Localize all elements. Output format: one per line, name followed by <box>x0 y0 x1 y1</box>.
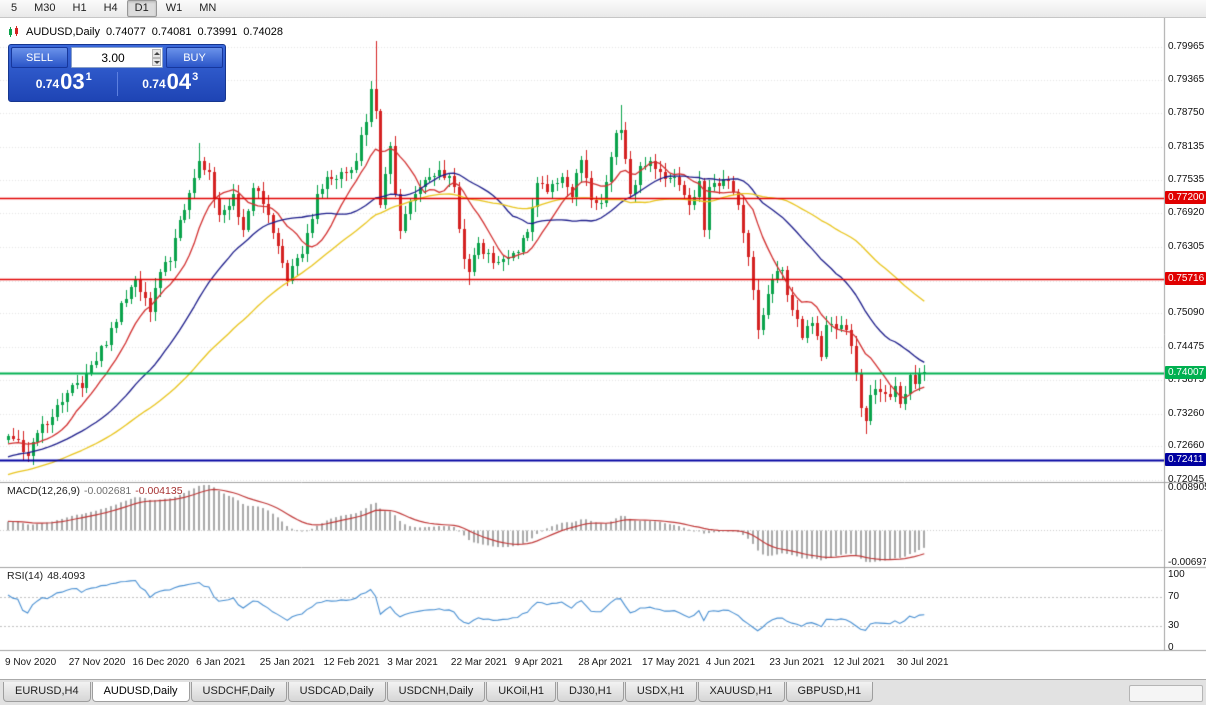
timeframe-button-5[interactable]: 5 <box>11 2 18 14</box>
price-axis-tick: 0.79965 <box>1168 40 1205 52</box>
rsi-indicator-label: RSI(14) 48.4093 <box>7 570 89 582</box>
price-axis-tick: 0.73260 <box>1168 407 1205 419</box>
ohlc-open: 0.74077 <box>105 26 146 38</box>
date-axis-label: 22 Mar 2021 <box>450 657 508 668</box>
chart-tab-dj30[interactable]: DJ30,H1 <box>557 682 624 702</box>
chart-icon <box>8 26 20 38</box>
price-axis-tick: 0.79365 <box>1168 73 1205 85</box>
price-axis-tick: 0.77535 <box>1168 173 1205 185</box>
rsi-name: RSI(14) <box>7 570 44 582</box>
chart-tab-xauusd[interactable]: XAUUSD,H1 <box>697 682 785 702</box>
chart-tab-usdcad[interactable]: USDCAD,Daily <box>287 682 386 702</box>
lot-decrease-button[interactable] <box>152 57 161 66</box>
timeframe-button-h1[interactable]: H1 <box>72 2 87 14</box>
macd-axis-max: 0.008905 <box>1168 482 1206 493</box>
chart-tab-bar: EURUSD,H4 AUDUSD,Daily USDCHF,Daily USDCAD,… <box>0 679 1206 705</box>
chart-symbol-period: AUDUSD,Daily <box>26 26 100 38</box>
price-line-badge: 0.77200 <box>1165 191 1206 205</box>
lot-size-box <box>71 47 163 68</box>
price-axis-tick: 0.76305 <box>1168 241 1205 253</box>
rsi-axis-level: 100 <box>1168 569 1185 580</box>
date-axis-label: 12 Jul 2021 <box>833 657 885 668</box>
date-axis-label: 25 Jan 2021 <box>259 657 315 668</box>
sell-price[interactable]: 0.74 03 1 <box>11 69 117 95</box>
chart-tab-usdx[interactable]: USDX,H1 <box>624 682 697 702</box>
date-axis-label: 12 Feb 2021 <box>323 657 380 668</box>
tab-scrollbar[interactable] <box>1129 685 1203 702</box>
timeframe-button-m30[interactable]: M30 <box>34 2 56 14</box>
timeframe-button-h4[interactable]: H4 <box>103 2 118 14</box>
ohlc-close: 0.74028 <box>243 26 284 38</box>
chart-tab-gbpusd[interactable]: GBPUSD,H1 <box>785 682 874 702</box>
buy-button[interactable]: BUY <box>166 47 223 68</box>
rsi-axis-level: 70 <box>1168 590 1180 602</box>
date-axis-label: 28 Apr 2021 <box>578 657 633 668</box>
chart-tab-ukoil[interactable]: UKOil,H1 <box>486 682 557 702</box>
rsi-value: 48.4093 <box>47 570 86 582</box>
lot-increase-button[interactable] <box>152 49 161 58</box>
sell-price-pips: 03 <box>60 69 85 94</box>
chart-tab-usdcnh[interactable]: USDCNH,Daily <box>386 682 486 702</box>
date-axis-label: 23 Jun 2021 <box>769 657 825 668</box>
date-axis-label: 9 Apr 2021 <box>514 657 563 668</box>
macd-axis-min: -0.006975 <box>1168 557 1206 568</box>
sell-price-head: 0.74 <box>35 77 60 91</box>
price-divider <box>116 71 118 96</box>
price-axis-tick: 0.72045 <box>1168 473 1205 485</box>
lot-size-input[interactable] <box>72 48 162 67</box>
date-axis-label: 30 Jul 2021 <box>896 657 949 668</box>
macd-name: MACD(12,26,9) <box>7 485 80 497</box>
price-axis-tick: 0.78750 <box>1168 107 1205 119</box>
price-axis-tick: 0.73875 <box>1168 373 1205 385</box>
buy-price-fraction: 3 <box>192 71 199 83</box>
macd-value: -0.002681 <box>83 485 132 497</box>
price-axis-tick: 0.74475 <box>1168 341 1205 353</box>
price-axis: 0.79965 0.79365 0.78750 0.78135 0.77535 0.769… <box>1164 18 1206 653</box>
date-axis-label: 4 Jun 2021 <box>705 657 756 668</box>
price-line-badge: 0.75716 <box>1165 272 1206 286</box>
date-axis-label: 17 May 2021 <box>642 657 700 668</box>
timeframe-button-d1[interactable]: D1 <box>126 0 157 17</box>
price-axis-tick: 0.78135 <box>1168 141 1205 153</box>
timeframe-button-w1[interactable]: W1 <box>165 2 183 14</box>
buy-price-head: 0.74 <box>142 77 166 91</box>
sell-price-fraction: 1 <box>85 71 92 83</box>
chart-tab-audusd[interactable]: AUDUSD,Daily <box>91 682 190 702</box>
date-axis-label: 16 Dec 2020 <box>132 657 190 668</box>
rsi-axis-level: 30 <box>1168 620 1180 632</box>
chart-tab-usdchf[interactable]: USDCHF,Daily <box>190 682 287 702</box>
sell-button[interactable]: SELL <box>11 47 68 68</box>
date-axis-label: 9 Nov 2020 <box>5 657 57 668</box>
date-axis-label: 27 Nov 2020 <box>68 657 126 668</box>
price-axis-tick: 0.72660 <box>1168 440 1205 452</box>
price-axis-tick: 0.75090 <box>1168 307 1205 319</box>
timeframe-button-mn[interactable]: MN <box>199 2 217 14</box>
chart-title: AUDUSD,Daily 0.74077 0.74081 0.73991 0.7… <box>8 26 283 38</box>
price-axis-tick: 0.76920 <box>1168 207 1205 219</box>
date-axis: 9 Nov 2020 27 Nov 2020 16 Dec 2020 6 Jan 20… <box>0 651 1164 677</box>
lot-spinner <box>152 49 161 66</box>
chart-tab-eurusd[interactable]: EURUSD,H4 <box>3 682 91 702</box>
macd-indicator-label: MACD(12,26,9) -0.002681 -0.004135 <box>7 485 187 497</box>
rsi-axis-level: 0 <box>1168 642 1174 653</box>
timeframe-toolbar: 5 M30 H1 H4 D1 W1 MN <box>0 0 1206 18</box>
macd-signal-value: -0.004135 <box>135 485 183 497</box>
buy-price[interactable]: 0.74 04 3 <box>118 69 224 95</box>
ohlc-high: 0.74081 <box>151 26 192 38</box>
ohlc-low: 0.73991 <box>197 26 238 38</box>
date-axis-label: 3 Mar 2021 <box>387 657 438 668</box>
date-axis-label: 6 Jan 2021 <box>196 657 246 668</box>
chart-tabs: EURUSD,H4 AUDUSD,Daily USDCHF,Daily USDCAD,… <box>3 682 874 702</box>
buy-price-pips: 04 <box>166 69 192 94</box>
price-line-badge: 0.72411 <box>1165 452 1206 466</box>
chart-window: AUDUSD,Daily 0.74077 0.74081 0.73991 0.7… <box>0 18 1206 679</box>
price-line-badge: 0.74007 <box>1165 365 1206 379</box>
price-chart-canvas[interactable] <box>0 18 1206 679</box>
